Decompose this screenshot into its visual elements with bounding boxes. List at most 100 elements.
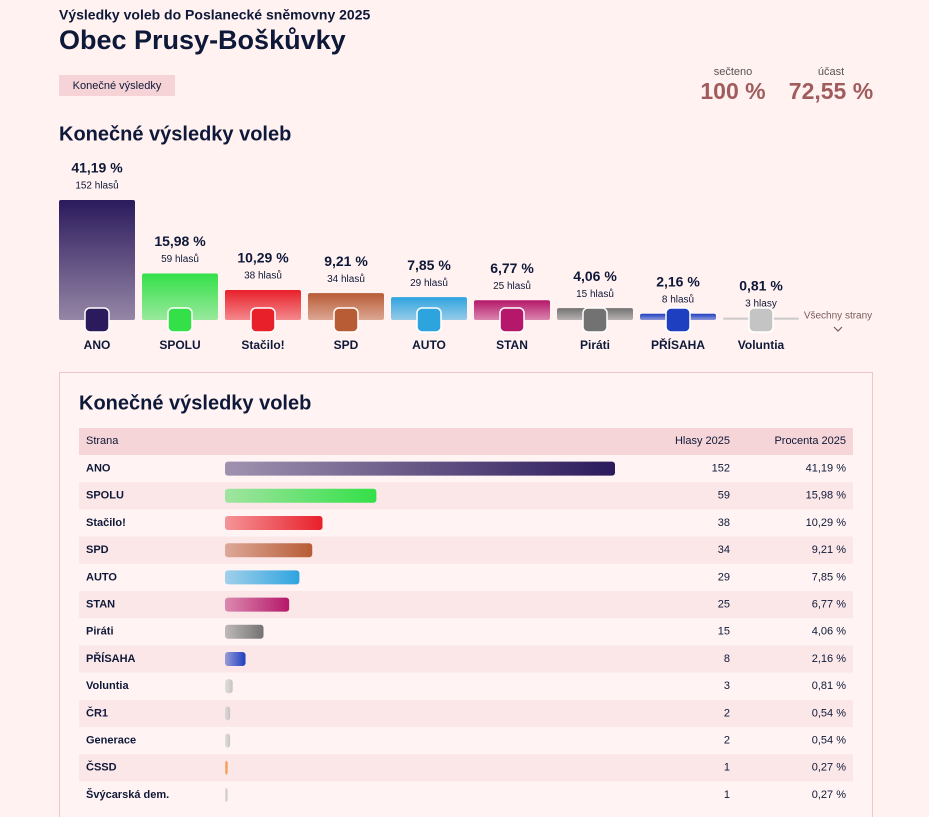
- votes-bar: [225, 624, 264, 639]
- votes-bar: [225, 652, 246, 666]
- party-name: SPOLU: [159, 338, 200, 352]
- percent: 41,19 %: [806, 463, 847, 475]
- party-name: PŘÍSAHA: [86, 652, 136, 665]
- votes-label: 25 hlasů: [493, 280, 531, 292]
- badge: Konečné výsledky: [73, 80, 162, 92]
- badge-bg: [59, 75, 175, 96]
- row-bg: [79, 699, 853, 727]
- party-bar: [225, 290, 301, 320]
- percent: 2,16 %: [812, 653, 846, 665]
- votes-bar: [225, 788, 228, 802]
- party-name: ANO: [84, 338, 111, 352]
- table-title: Konečné výsledky voleb: [79, 392, 311, 414]
- party-name: Švýcarská dem.: [86, 788, 169, 801]
- votes: 15: [718, 626, 730, 638]
- row-bg: [79, 591, 853, 619]
- votes: 29: [718, 571, 730, 583]
- party-name: SPD: [86, 544, 109, 556]
- party-name: Piráti: [580, 338, 610, 352]
- party-name: SPOLU: [86, 490, 124, 502]
- column-header: Hlasy 2025: [675, 435, 730, 447]
- party-logo: [416, 307, 442, 333]
- votes: 34: [718, 544, 730, 556]
- party-name: Piráti: [86, 626, 114, 638]
- votes-bar: [225, 516, 323, 530]
- party-logo: [333, 307, 359, 333]
- votes-bar: [225, 679, 233, 694]
- stat-value: 72,55 %: [789, 78, 873, 104]
- votes: 2: [724, 707, 730, 719]
- stat-value: 100 %: [700, 78, 765, 104]
- row-bg: [79, 645, 853, 673]
- votes-label: 15 hlasů: [576, 288, 614, 300]
- votes-bar: [225, 760, 228, 775]
- percent: 0,27 %: [812, 789, 846, 801]
- row-bg: [79, 754, 853, 782]
- section-title: Konečné výsledky voleb: [59, 123, 291, 145]
- votes-label: 59 hlasů: [161, 253, 199, 265]
- column-header: Procenta 2025: [774, 435, 846, 447]
- party-name: Stačilo!: [86, 517, 126, 529]
- row-bg: [79, 536, 853, 564]
- percent-label: 15,98 %: [154, 233, 206, 249]
- party-name: Stačilo!: [241, 338, 284, 352]
- column-header: Strana: [86, 435, 119, 447]
- more-link[interactable]: Všechny strany: [804, 311, 872, 322]
- party-logo: [167, 307, 193, 333]
- party-logo: [665, 307, 691, 333]
- percent-label: 0,81 %: [739, 277, 783, 293]
- votes: 59: [718, 490, 730, 502]
- votes: 38: [718, 517, 730, 529]
- percent: 4,06 %: [812, 626, 846, 638]
- party-name: AUTO: [412, 338, 446, 352]
- votes-label: 3 hlasy: [745, 298, 777, 309]
- percent-label: 2,16 %: [656, 273, 700, 289]
- percent: 0,54 %: [812, 707, 846, 719]
- percent-label: 41,19 %: [71, 160, 123, 176]
- votes: 8: [724, 653, 730, 665]
- party-name: PŘÍSAHA: [651, 337, 705, 352]
- votes-bar: [225, 543, 313, 558]
- party-name: Voluntia: [86, 680, 129, 692]
- party-name: STAN: [86, 599, 115, 611]
- votes-bar: [225, 570, 300, 585]
- votes-label: 152 hlasů: [75, 180, 118, 192]
- party-name: ANO: [86, 463, 111, 475]
- party-logo: [250, 307, 276, 333]
- party-logo: [748, 307, 774, 333]
- votes: 152: [712, 463, 730, 475]
- votes: 1: [724, 789, 730, 801]
- party-name: Voluntia: [738, 338, 785, 352]
- party-bar: [308, 293, 384, 320]
- votes-label: 34 hlasů: [327, 273, 365, 285]
- percent: 7,85 %: [812, 571, 846, 583]
- party-bar: [142, 273, 218, 320]
- party-name: AUTO: [86, 571, 117, 583]
- percent-label: 6,77 %: [490, 260, 534, 276]
- percent: 9,21 %: [812, 544, 846, 556]
- party-name: ČR1: [86, 706, 108, 719]
- percent: 0,27 %: [812, 762, 846, 774]
- party-name: Generace: [86, 735, 136, 747]
- supertitle: Výsledky voleb do Poslanecké sněmovny 20…: [59, 7, 370, 23]
- percent: 15,98 %: [806, 490, 847, 502]
- votes: 1: [724, 762, 730, 774]
- votes-bar: [225, 461, 615, 476]
- votes-label: 38 hlasů: [244, 270, 282, 282]
- percent: 6,77 %: [812, 599, 846, 611]
- percent: 0,81 %: [812, 680, 846, 692]
- percent: 0,54 %: [812, 735, 846, 747]
- party-logo: [499, 307, 525, 333]
- chevron[interactable]: [833, 326, 843, 332]
- votes-bar: [225, 706, 231, 721]
- votes-label: 29 hlasů: [410, 277, 448, 289]
- percent: 10,29 %: [806, 517, 847, 529]
- percent-label: 9,21 %: [324, 253, 368, 269]
- percent-label: 7,85 %: [407, 257, 451, 273]
- stat-label: sečteno: [714, 66, 753, 78]
- percent-label: 10,29 %: [237, 250, 289, 266]
- votes-bar: [225, 733, 231, 748]
- party-name: SPD: [334, 338, 359, 352]
